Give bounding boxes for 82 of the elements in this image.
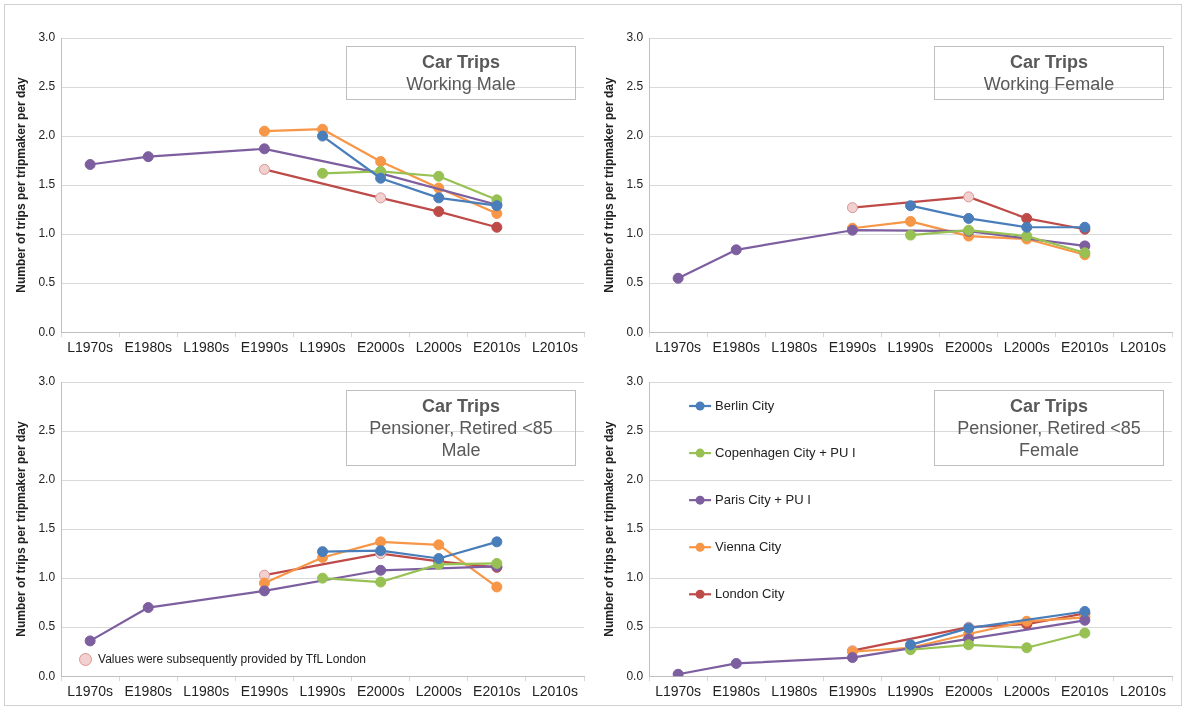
- text: Car Trips: [421, 51, 501, 73]
- x-tick-label: L1990s: [887, 339, 934, 356]
- x-tick-label: E2010s: [473, 339, 521, 356]
- x-tick-label: E1980s: [124, 339, 172, 356]
- y-tick-label: 2.0: [626, 472, 644, 487]
- x-tick-label: L2010s: [1119, 339, 1166, 356]
- y-tick-label: 3.0: [38, 374, 56, 389]
- x-tick-label: L1970s: [67, 339, 114, 356]
- y-tick-label: 1.5: [38, 521, 56, 536]
- legend-label: Copenhagen City + PU I: [715, 444, 856, 460]
- y-tick-label: 3.0: [38, 30, 56, 45]
- y-tick-label: 1.0: [38, 570, 56, 585]
- y-tick-label: 2.0: [38, 128, 56, 143]
- x-tick-label: L1980s: [771, 683, 818, 700]
- x-tick-label: L1990s: [299, 339, 346, 356]
- x-tick-label: E2010s: [1061, 339, 1109, 356]
- x-tick-label: E1990s: [240, 339, 289, 356]
- x-tick-label: L1980s: [771, 339, 818, 356]
- x-tick-label: L1980s: [183, 339, 230, 356]
- text: Car Trips: [1009, 395, 1089, 417]
- x-tick-label: E1980s: [712, 339, 760, 356]
- text: Working Female: [982, 73, 1116, 95]
- y-tick-label: 1.0: [626, 226, 644, 241]
- y-axis-title: Number of trips per tripmaker per day: [601, 77, 616, 293]
- text: Working Male: [405, 73, 517, 95]
- x-tick-label: E2010s: [473, 683, 521, 700]
- y-tick-label: 0.5: [38, 619, 56, 634]
- y-tick-label: 3.0: [626, 30, 644, 45]
- x-tick-label: E2000s: [944, 339, 993, 356]
- y-axis-title: Number of trips per tripmaker per day: [13, 421, 28, 637]
- x-tick-label: L2000s: [415, 683, 462, 700]
- x-tick-label: E1990s: [240, 683, 289, 700]
- legend-label: London City: [715, 585, 785, 601]
- y-tick-label: 1.0: [626, 570, 644, 585]
- x-tick-label: E2000s: [356, 339, 405, 356]
- text: Car Trips: [1009, 51, 1089, 73]
- y-tick-label: 1.0: [38, 226, 56, 241]
- x-tick-label: L1970s: [655, 683, 702, 700]
- y-tick-label: 2.5: [38, 79, 56, 94]
- y-tick-label: 2.0: [38, 472, 56, 487]
- y-tick-label: 0.0: [38, 324, 56, 339]
- x-tick-label: L2010s: [531, 683, 578, 700]
- x-tick-label: L2000s: [415, 339, 462, 356]
- x-tick-label: L1970s: [655, 339, 702, 356]
- y-tick-label: 1.5: [38, 177, 56, 192]
- x-tick-label: L1970s: [67, 683, 114, 700]
- y-axis-title: Number of trips per tripmaker per day: [601, 421, 616, 637]
- x-tick-label: L1990s: [887, 683, 934, 700]
- y-axis-title: Number of trips per tripmaker per day: [13, 77, 28, 293]
- x-tick-label: L1990s: [299, 683, 346, 700]
- text: Car Trips: [421, 395, 501, 417]
- legend-label: Paris City + PU I: [715, 491, 811, 507]
- x-tick-label: L2000s: [1003, 683, 1050, 700]
- y-tick-label: 2.5: [626, 79, 644, 94]
- x-tick-label: L2010s: [531, 339, 578, 356]
- legend-label: Berlin City: [715, 397, 775, 413]
- x-tick-label: L2010s: [1119, 683, 1166, 700]
- x-tick-label: E1980s: [712, 683, 760, 700]
- y-tick-label: 0.5: [38, 275, 56, 290]
- x-tick-label: E2000s: [356, 683, 405, 700]
- y-tick-label: 1.5: [626, 521, 644, 536]
- annotation: Values were subsequently provided by TfL London: [98, 652, 367, 667]
- y-tick-label: 0.0: [38, 668, 56, 683]
- y-tick-label: 0.0: [626, 668, 644, 683]
- y-tick-label: 2.5: [626, 423, 644, 438]
- y-tick-label: 0.5: [626, 619, 644, 634]
- x-tick-label: E2010s: [1061, 683, 1109, 700]
- x-tick-label: E1990s: [828, 683, 877, 700]
- x-tick-label: E1980s: [124, 683, 172, 700]
- y-tick-label: 2.0: [626, 128, 644, 143]
- x-tick-label: E2000s: [944, 683, 993, 700]
- y-tick-label: 2.5: [38, 423, 56, 438]
- x-tick-label: E1990s: [828, 339, 877, 356]
- y-tick-label: 1.5: [626, 177, 644, 192]
- text: Pensioner, Retired <85 Female: [956, 417, 1142, 461]
- text: Pensioner, Retired <85 Male: [368, 417, 554, 461]
- y-tick-label: 0.5: [626, 275, 644, 290]
- y-tick-label: 0.0: [626, 324, 644, 339]
- x-tick-label: L2000s: [1003, 339, 1050, 356]
- legend-label: Vienna City: [715, 538, 782, 554]
- x-tick-label: L1980s: [183, 683, 230, 700]
- y-tick-label: 3.0: [626, 374, 644, 389]
